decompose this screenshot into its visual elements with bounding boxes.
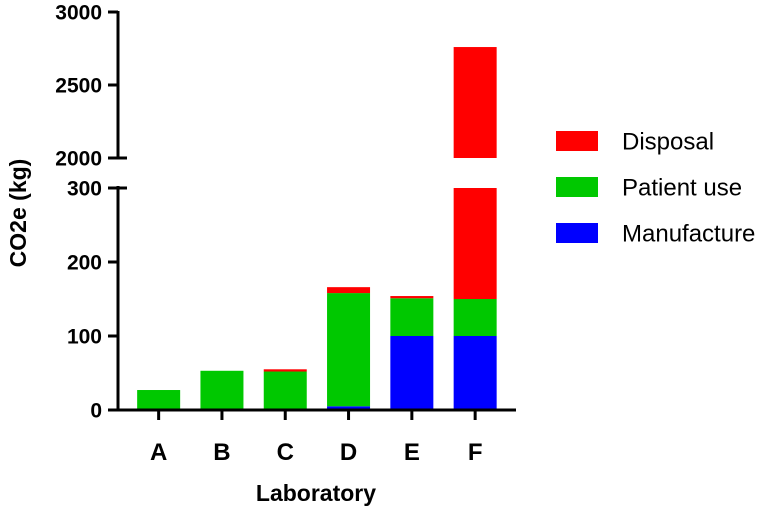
legend: Disposal Patient use Manufacture xyxy=(556,129,755,248)
legend-swatch-disposal xyxy=(556,131,598,151)
y-tick-label: 2000 xyxy=(55,148,102,171)
bar-segment-A-patient-use xyxy=(137,390,181,410)
x-tick-label: B xyxy=(213,439,230,466)
bar-segment-F-disposal-part1 xyxy=(453,188,497,299)
legend-label-disposal: Disposal xyxy=(622,129,714,156)
y-axis-title: CO2e (kg) xyxy=(5,159,31,268)
bars-group xyxy=(137,47,497,410)
bar-segment-F-disposal-part2 xyxy=(453,47,497,158)
bar-segment-C-patient-use xyxy=(263,371,307,410)
x-tick-label: C xyxy=(277,439,294,466)
y-tick-label: 3000 xyxy=(55,2,102,25)
legend-swatch-manufacture xyxy=(556,223,598,243)
bar-segment-E-disposal xyxy=(390,296,434,299)
y-tick-label: 2500 xyxy=(55,75,102,98)
bar-segment-F-patient-use xyxy=(453,299,497,336)
axes-group: 0 100 200 300 2000 2500 3000 A B C D E F xyxy=(55,2,516,466)
legend-label-patient-use: Patient use xyxy=(622,175,742,202)
bar-segment-D-disposal xyxy=(327,287,371,294)
x-tick-label: A xyxy=(150,439,167,466)
y-tick-label: 300 xyxy=(67,178,102,201)
bar-segment-E-patient-use xyxy=(390,298,434,336)
x-tick-label: D xyxy=(340,439,357,466)
y-tick-label: 100 xyxy=(67,326,102,349)
bar-segment-D-manufacture xyxy=(327,406,371,410)
x-axis-title: Laboratory xyxy=(256,480,376,506)
bar-segment-E-manufacture xyxy=(390,336,434,410)
bar-segment-D-patient-use xyxy=(327,293,371,407)
y-tick-label: 0 xyxy=(90,400,102,423)
y-tick-label: 200 xyxy=(67,252,102,275)
bar-segment-C-disposal xyxy=(263,369,307,372)
x-tick-label: F xyxy=(468,439,483,466)
x-tick-label: E xyxy=(404,439,420,466)
bar-segment-B-patient-use xyxy=(200,370,244,410)
legend-swatch-patient-use xyxy=(556,177,598,197)
bar-segment-F-manufacture xyxy=(453,336,497,410)
legend-label-manufacture: Manufacture xyxy=(622,221,755,248)
